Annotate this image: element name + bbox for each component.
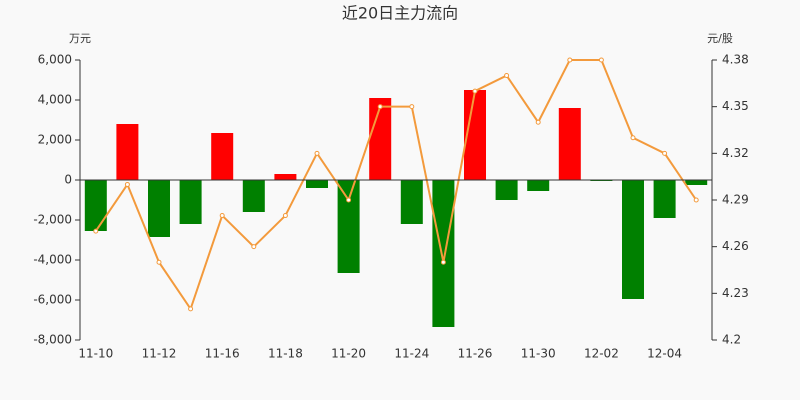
bar <box>211 133 234 180</box>
chart-title: 近20日主力流向 <box>342 4 458 23</box>
bar <box>337 180 360 273</box>
y-tick-label: 4,000 <box>38 93 72 107</box>
x-tick-label: 11-18 <box>268 347 303 361</box>
price-point <box>156 259 162 265</box>
y2-tick-label: 4.38 <box>722 53 749 67</box>
y-tick-label: 6,000 <box>38 53 72 67</box>
bar <box>369 98 392 180</box>
price-point <box>124 181 130 187</box>
price-point <box>219 213 225 219</box>
price-point <box>93 228 99 234</box>
bar <box>148 180 170 237</box>
price-point <box>535 119 541 125</box>
price-line <box>94 59 698 312</box>
y-tick-label: -2,000 <box>33 213 72 227</box>
bar <box>306 180 328 188</box>
bar <box>622 180 644 299</box>
x-tick-label: 11-10 <box>78 347 113 361</box>
y-tick-label: -6,000 <box>33 293 72 307</box>
price-point <box>440 259 446 265</box>
y2-tick-label: 4.35 <box>722 99 749 113</box>
bar <box>400 180 423 224</box>
x-tick-label: 12-04 <box>647 347 682 361</box>
bar <box>558 108 581 180</box>
bar <box>179 180 202 224</box>
bar <box>242 180 265 212</box>
price-point <box>567 57 573 63</box>
x-tick-label: 11-24 <box>394 347 429 361</box>
y2-tick-label: 4.29 <box>722 193 749 207</box>
price-point <box>662 150 668 156</box>
bar <box>464 90 486 180</box>
price-point <box>188 306 194 312</box>
price-point <box>346 197 352 203</box>
y2-unit: 元/股 <box>707 32 733 45</box>
x-tick-label: 11-16 <box>205 347 240 361</box>
y-tick-label: 0 <box>64 173 72 187</box>
price-point <box>282 213 288 219</box>
bar <box>495 180 518 200</box>
y-tick-label: 2,000 <box>38 133 72 147</box>
y2-tick-label: 4.32 <box>722 146 749 160</box>
y2-tick-label: 4.23 <box>722 286 749 300</box>
price-point <box>630 135 636 141</box>
bar <box>685 180 708 185</box>
bar <box>116 124 139 180</box>
y-tick-label: -8,000 <box>33 333 72 347</box>
price-point <box>409 104 415 110</box>
y-tick-label: -4,000 <box>33 253 72 267</box>
y2-tick-label: 4.26 <box>722 239 749 253</box>
price-point <box>504 73 510 79</box>
x-tick-label: 11-12 <box>142 347 177 361</box>
x-tick-label: 11-20 <box>331 347 366 361</box>
x-tick-label: 12-02 <box>584 347 619 361</box>
x-tick-label: 11-30 <box>521 347 556 361</box>
price-point <box>377 104 383 110</box>
y-unit: 万元 <box>69 32 91 45</box>
bar <box>653 180 676 218</box>
bar <box>84 180 107 231</box>
price-point <box>598 57 604 63</box>
bar <box>274 174 297 180</box>
price-point <box>251 244 257 250</box>
price-point <box>314 150 320 156</box>
x-tick-label: 11-26 <box>458 347 493 361</box>
bar <box>432 180 455 327</box>
bar <box>527 180 550 191</box>
price-point <box>693 197 699 203</box>
price-point <box>472 88 478 94</box>
y2-tick-label: 4.2 <box>722 333 741 347</box>
